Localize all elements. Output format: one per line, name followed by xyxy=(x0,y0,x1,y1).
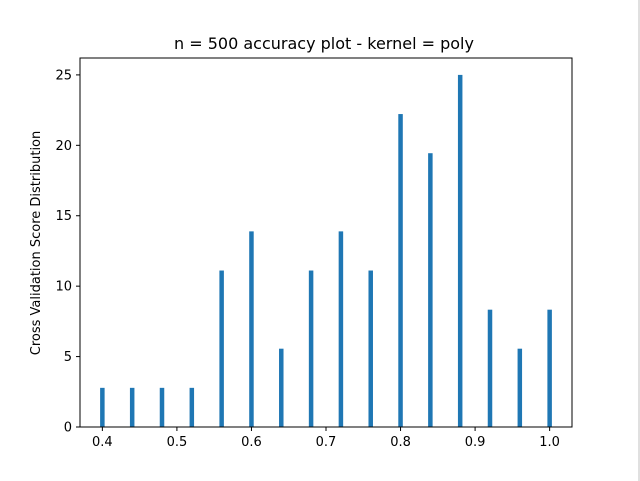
x-tick-label: 0.5 xyxy=(167,435,188,450)
window-edge xyxy=(638,0,640,481)
bar xyxy=(428,153,433,427)
chart-title: n = 500 accuracy plot - kernel = poly xyxy=(174,34,474,53)
x-tick-label: 0.9 xyxy=(465,435,486,450)
plot-frame xyxy=(79,57,573,428)
bar xyxy=(547,309,552,427)
x-axis-ticks: 0.4 0.5 0.6 0.7 0.8 0.9 1.0 xyxy=(92,427,560,450)
bar xyxy=(189,387,195,427)
bar xyxy=(487,309,493,427)
bar xyxy=(338,231,344,427)
x-tick-label: 0.6 xyxy=(241,435,262,450)
y-axis-label: Cross Validation Score Distribution xyxy=(29,131,44,355)
y-tick-label: 15 xyxy=(55,209,72,224)
bar xyxy=(249,231,254,427)
bar xyxy=(398,114,403,427)
bar xyxy=(368,270,373,427)
bar xyxy=(279,348,284,427)
x-tick-label: 0.8 xyxy=(390,435,411,450)
y-tick-label: 25 xyxy=(55,68,72,83)
x-tick-label: 0.4 xyxy=(92,435,113,450)
bar xyxy=(159,387,165,427)
bar xyxy=(100,387,105,427)
bar xyxy=(517,348,523,427)
x-tick-label: 1.0 xyxy=(539,435,560,450)
bar xyxy=(457,74,463,428)
y-tick-label: 0 xyxy=(64,421,72,436)
bar xyxy=(308,270,314,427)
bar xyxy=(219,270,224,427)
y-tick-label: 10 xyxy=(55,280,72,295)
y-axis-ticks: 0 5 10 15 20 25 xyxy=(55,68,80,436)
y-tick-label: 5 xyxy=(64,350,72,365)
bars xyxy=(100,74,552,428)
bar xyxy=(129,387,135,427)
y-tick-label: 20 xyxy=(55,139,72,154)
x-tick-label: 0.7 xyxy=(316,435,337,450)
